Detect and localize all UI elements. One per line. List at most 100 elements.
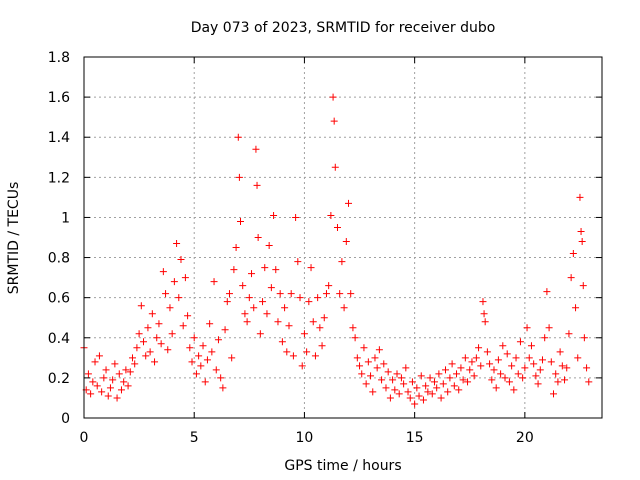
data-point (98, 388, 106, 396)
chart-title: Day 073 of 2023, SRMTID for receiver dub… (191, 20, 496, 36)
data-point (356, 362, 364, 370)
y-tick-label: 0.2 (48, 371, 70, 387)
data-point (228, 354, 236, 362)
data-point (137, 302, 145, 310)
data-point (133, 344, 141, 352)
data-point (126, 368, 134, 376)
data-point (170, 278, 178, 286)
data-point (448, 360, 456, 368)
data-point (151, 358, 159, 366)
data-point (250, 304, 258, 312)
data-point (422, 382, 430, 390)
data-point (122, 366, 130, 374)
data-point (120, 378, 128, 386)
data-point (371, 354, 379, 362)
data-point (212, 366, 220, 374)
data-point (547, 358, 555, 366)
data-point (430, 378, 438, 386)
data-point (179, 322, 187, 330)
data-point (201, 378, 209, 386)
data-point (300, 330, 308, 338)
data-point (519, 374, 527, 382)
data-point (292, 213, 300, 221)
data-point (89, 378, 97, 386)
data-point (331, 163, 339, 171)
data-point (477, 362, 485, 370)
y-tick-label: 1.2 (48, 170, 70, 186)
data-point (545, 324, 553, 332)
data-point (131, 360, 139, 368)
data-point (572, 304, 580, 312)
data-point (168, 330, 176, 338)
data-point (230, 266, 238, 274)
y-tick-label: 1.4 (48, 130, 70, 146)
data-point (175, 294, 183, 302)
data-point (579, 282, 587, 290)
data-point (466, 366, 474, 374)
data-point (221, 326, 229, 334)
data-point (157, 340, 165, 348)
data-point (468, 358, 476, 366)
data-point (386, 394, 394, 402)
data-point (140, 338, 148, 346)
data-point (393, 370, 401, 378)
data-point (181, 274, 189, 282)
data-point (408, 378, 416, 386)
data-point (91, 358, 99, 366)
data-point (514, 370, 522, 378)
data-point (347, 290, 355, 298)
data-point (252, 145, 260, 153)
data-point (364, 358, 372, 366)
data-point (237, 217, 245, 225)
data-point (530, 360, 538, 368)
data-point (349, 324, 357, 332)
data-point (144, 324, 152, 332)
data-point (525, 354, 533, 362)
data-point (505, 378, 513, 386)
data-point (322, 290, 330, 298)
data-point (585, 378, 593, 386)
y-tick-label: 0.6 (48, 291, 70, 307)
x-tick-label: 0 (80, 430, 89, 446)
data-point (303, 348, 311, 356)
data-point (472, 354, 480, 362)
data-point (351, 334, 359, 342)
data-point (162, 290, 170, 298)
data-point (278, 338, 286, 346)
data-point (503, 350, 511, 358)
data-point (521, 364, 529, 372)
data-point (186, 344, 194, 352)
data-point (87, 390, 95, 398)
data-point (577, 227, 585, 235)
data-point (192, 370, 200, 378)
data-point (360, 344, 368, 352)
data-point (203, 356, 211, 364)
data-point (424, 388, 432, 396)
data-point (325, 282, 333, 290)
data-point (428, 390, 436, 398)
data-point (253, 181, 261, 189)
data-point (554, 378, 562, 386)
data-point (327, 211, 335, 219)
data-point (389, 376, 397, 384)
data-point (225, 290, 233, 298)
data-point (314, 294, 322, 302)
data-point (102, 366, 110, 374)
tick-labels: 0 0.2 0.4 0.6 0.8 1 1.2 1.4 1.6 1.8 0 5 10 15 20 (48, 50, 534, 446)
data-point (397, 374, 405, 382)
data-point (439, 380, 447, 388)
data-point (342, 238, 350, 246)
data-point (164, 346, 172, 354)
data-point (100, 374, 108, 382)
data-point (289, 352, 297, 360)
data-points (80, 93, 593, 408)
data-point (265, 242, 273, 250)
data-point (208, 348, 216, 356)
data-point (113, 394, 121, 402)
data-point (565, 330, 573, 338)
data-point (219, 384, 227, 392)
data-point (311, 352, 319, 360)
data-point (490, 366, 498, 374)
data-point (93, 382, 101, 390)
data-point (576, 193, 584, 201)
